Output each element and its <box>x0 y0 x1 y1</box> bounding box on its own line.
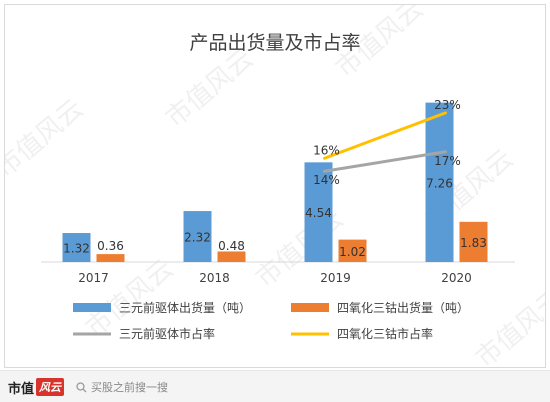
legend-label-1: 四氧化三钴出货量（吨） <box>337 300 469 315</box>
bar-ternary-2018 <box>183 211 212 262</box>
data-label-ternary-2018: 2.32 <box>184 231 211 245</box>
data-label-ternary-2019: 4.54 <box>305 206 332 220</box>
legend-label-3: 四氧化三钴市占率 <box>337 326 433 341</box>
bar-ternary-2020 <box>425 102 454 262</box>
footer-bar: 市值 风云 买股之前搜一搜 <box>0 370 550 402</box>
data-label-ternary-share-2020: 17% <box>434 154 461 168</box>
x-tick-2018: 2018 <box>199 271 230 285</box>
watermark-text: 市值风云 <box>160 44 259 134</box>
legend-label-2: 三元前驱体市占率 <box>119 326 215 341</box>
bar-ternary-2017 <box>62 233 91 262</box>
legend-swatch-1 <box>291 303 329 312</box>
x-tick-2020: 2020 <box>441 271 472 285</box>
brand-main: 市值 <box>8 381 35 397</box>
data-label-ternary-share-2019: 14% <box>313 173 340 187</box>
data-label-ternary-2020: 7.26 <box>426 176 453 190</box>
legend: 三元前驱体出货量（吨） 四氧化三钴出货量（吨） 三元前驱体市占率 四氧化三钴市占率 <box>73 300 469 341</box>
chart-card: 市值风云 市值风云 市值风云 市值风云 市值风云 市值风云 市值风云 产品出货量及市占率 1… <box>0 0 550 374</box>
line-layer: 14% 17% 16% 23% <box>313 98 461 187</box>
legend-label-0: 三元前驱体出货量（吨） <box>119 300 251 315</box>
search-hint-text: 买股之前搜一搜 <box>91 381 168 394</box>
bar-cobalt-2018 <box>217 251 246 262</box>
search-hint[interactable]: 买股之前搜一搜 <box>76 379 168 395</box>
bar-cobalt-2017 <box>96 254 125 262</box>
bar-cobalt-2019 <box>338 239 367 262</box>
brand-badge: 风云 <box>36 378 65 396</box>
brand-logo: 市值 风云 <box>8 377 65 397</box>
search-icon <box>76 381 87 392</box>
watermark-text: 市值风云 <box>470 284 545 367</box>
data-label-cobalt-2019: 1.02 <box>339 245 366 259</box>
watermark-text: 市值风云 <box>5 94 89 184</box>
data-label-cobalt-2017: 0.36 <box>97 239 124 253</box>
x-tick-2017: 2017 <box>78 271 109 285</box>
line-ternary-share <box>323 150 447 173</box>
chart-title: 产品出货量及市占率 <box>189 32 360 54</box>
data-label-cobalt-2020: 1.83 <box>460 236 487 250</box>
x-tick-labels: 2017 2018 2019 2020 <box>78 271 472 285</box>
bar-cobalt-2020 <box>459 221 488 262</box>
data-label-cobalt-2018: 0.48 <box>218 239 245 253</box>
data-label-cobalt-share-2019: 16% <box>313 143 340 157</box>
x-tick-2019: 2019 <box>320 271 351 285</box>
legend-swatch-0 <box>73 303 111 312</box>
bar-layer: 1.32 2.32 4.54 7.26 0.36 0.48 1.02 1.83 <box>62 102 488 262</box>
data-label-cobalt-share-2020: 23% <box>434 98 461 112</box>
line-cobalt-share <box>323 111 447 160</box>
bar-ternary-2019 <box>304 162 333 262</box>
data-label-ternary-2017: 1.32 <box>63 242 90 256</box>
